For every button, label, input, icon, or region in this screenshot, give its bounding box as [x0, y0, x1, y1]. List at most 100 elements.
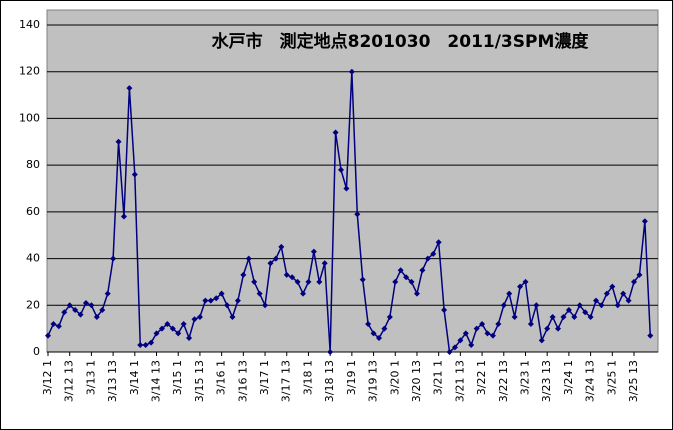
point-marker	[310, 248, 317, 255]
point-marker	[72, 306, 79, 313]
point-marker	[82, 299, 89, 306]
x-tick-label: 3/25 13	[627, 360, 640, 402]
x-tick-label: 3/18 1	[301, 360, 314, 395]
point-marker	[126, 85, 133, 92]
point-marker	[142, 341, 149, 348]
point-marker	[50, 320, 57, 327]
point-marker	[408, 278, 415, 285]
x-tick-label: 3/12 13	[63, 360, 76, 402]
point-marker	[164, 320, 171, 327]
point-marker	[66, 302, 73, 309]
point-marker	[110, 255, 117, 262]
point-marker	[196, 313, 203, 320]
point-marker	[365, 320, 372, 327]
point-marker	[424, 255, 431, 262]
point-marker	[104, 290, 111, 297]
point-marker	[175, 330, 182, 337]
point-marker	[148, 339, 155, 346]
point-marker	[186, 334, 193, 341]
x-tick-label: 3/24 13	[584, 360, 597, 402]
point-marker	[294, 278, 301, 285]
point-marker	[370, 330, 377, 337]
point-marker	[115, 138, 122, 145]
point-marker	[278, 243, 285, 250]
point-marker	[582, 309, 589, 316]
x-tick-label: 3/16 13	[236, 360, 249, 402]
point-marker	[354, 211, 361, 218]
x-tick-label: 3/17 13	[280, 360, 293, 402]
x-tick-label: 3/16 1	[215, 360, 228, 395]
point-marker	[327, 349, 334, 355]
point-marker	[224, 302, 231, 309]
y-tick-label: 100	[19, 111, 40, 124]
point-marker	[533, 302, 540, 309]
point-marker	[305, 278, 312, 285]
x-tick-label: 3/17 1	[258, 360, 271, 395]
point-marker	[381, 325, 388, 332]
point-marker	[386, 313, 393, 320]
point-marker	[413, 290, 420, 297]
point-marker	[158, 325, 165, 332]
point-marker	[289, 274, 296, 281]
x-tick-label: 3/22 13	[497, 360, 510, 402]
point-marker	[403, 274, 410, 281]
point-marker	[348, 68, 355, 75]
point-marker	[61, 309, 68, 316]
y-tick-label: 0	[33, 345, 40, 358]
x-tick-label: 3/24 1	[562, 360, 575, 395]
point-marker	[451, 344, 458, 351]
point-marker	[256, 290, 263, 297]
point-marker	[522, 278, 529, 285]
point-marker	[131, 171, 138, 178]
point-marker	[338, 166, 345, 173]
point-marker	[419, 267, 426, 274]
x-tick-label: 3/13 13	[106, 360, 119, 402]
point-marker	[55, 323, 62, 330]
point-marker	[283, 271, 290, 278]
series-line	[47, 71, 652, 354]
point-marker	[191, 316, 198, 323]
x-tick-label: 3/19 1	[345, 360, 358, 395]
point-marker	[603, 290, 610, 297]
point-marker	[300, 290, 307, 297]
point-marker	[462, 330, 469, 337]
point-marker	[479, 320, 486, 327]
point-marker	[359, 276, 366, 283]
point-marker	[593, 297, 600, 304]
y-tick-label: 40	[26, 252, 40, 265]
point-marker	[614, 302, 621, 309]
point-marker	[180, 320, 187, 327]
point-marker	[229, 313, 236, 320]
point-marker	[517, 283, 524, 290]
x-tick-label: 3/18 13	[323, 360, 336, 402]
point-marker	[397, 267, 404, 274]
point-marker	[392, 278, 399, 285]
x-tick-label: 3/14 13	[150, 360, 163, 402]
chart-title: 水戸市 測定地点8201030 2011/3SPM濃度	[212, 31, 590, 52]
point-marker	[321, 260, 328, 267]
point-marker	[99, 306, 106, 313]
point-marker	[538, 337, 545, 344]
x-tick-label: 3/23 13	[540, 360, 553, 402]
y-tick-label: 60	[26, 205, 40, 218]
point-marker	[88, 302, 95, 309]
point-marker	[316, 278, 323, 285]
x-tick-label: 3/19 13	[367, 360, 380, 402]
point-marker	[446, 349, 453, 355]
point-marker	[430, 250, 437, 257]
point-marker	[218, 290, 225, 297]
y-tick-label: 120	[19, 65, 40, 78]
point-marker	[527, 320, 534, 327]
x-tick-label: 3/21 13	[453, 360, 466, 402]
point-marker	[251, 278, 258, 285]
point-marker	[207, 297, 214, 304]
point-marker	[598, 302, 605, 309]
point-marker	[202, 297, 209, 304]
point-marker	[93, 313, 100, 320]
point-marker	[555, 325, 562, 332]
point-marker	[457, 337, 464, 344]
x-tick-label: 3/15 13	[193, 360, 206, 402]
y-tick-label: 80	[26, 158, 40, 171]
point-marker	[495, 320, 502, 327]
point-marker	[641, 218, 648, 225]
